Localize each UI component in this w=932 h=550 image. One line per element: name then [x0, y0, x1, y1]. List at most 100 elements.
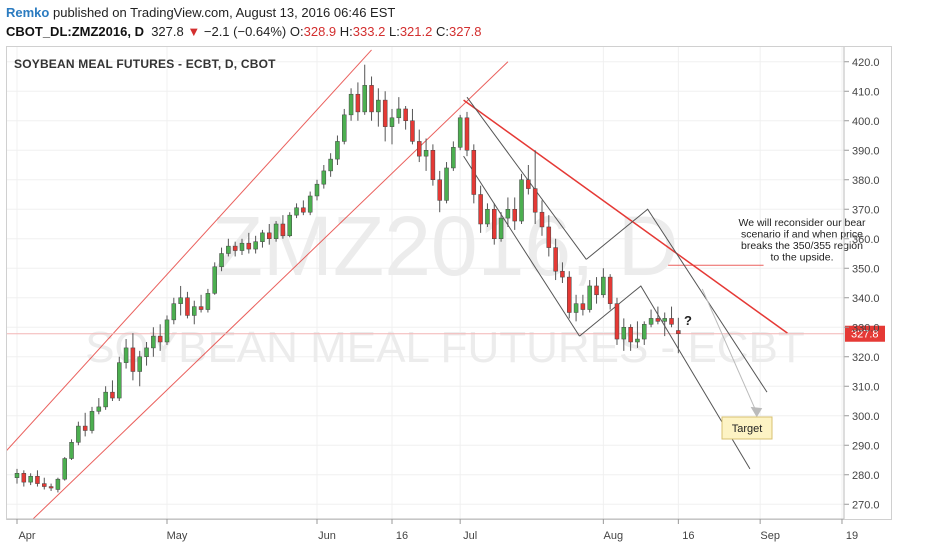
candle-body [526, 179, 531, 189]
candle-body [642, 324, 647, 340]
change-value: −2.1 (−0.64%) [203, 24, 287, 39]
projection-lower-path [579, 285, 751, 470]
candle [301, 200, 306, 216]
x-tick-label: Aug [604, 530, 624, 542]
candle [519, 173, 524, 224]
change-down-icon: ▼ [187, 24, 201, 39]
candle-body [178, 297, 183, 304]
candle [621, 318, 627, 351]
candle [362, 64, 367, 115]
candle [178, 285, 183, 316]
candle [69, 439, 74, 460]
candle-body [485, 209, 490, 225]
candle [492, 203, 497, 245]
candle-body [457, 117, 463, 148]
candle [546, 215, 552, 257]
candle-body [614, 303, 620, 340]
candle-body [82, 425, 88, 431]
candle-body [512, 209, 517, 222]
candle-body [662, 318, 667, 322]
target-box [721, 416, 773, 440]
candle [512, 197, 517, 230]
high-label: H: [339, 24, 353, 39]
candle [451, 141, 456, 171]
x-tick-label: 16 [396, 530, 408, 542]
candle-body [342, 114, 347, 142]
candle-body [48, 486, 54, 489]
x-tick-label: 16 [682, 530, 694, 542]
candle-body [301, 207, 306, 213]
time-axis: Apr May Jun 16 Jul Aug 16 Sep 19 [7, 518, 858, 542]
candle [212, 262, 217, 295]
candle [532, 150, 538, 224]
candle-body [198, 306, 204, 310]
candle-body [14, 473, 20, 478]
x-tick-label: Sep [760, 530, 780, 542]
candle [89, 406, 95, 434]
candle [110, 380, 115, 401]
candle-body [137, 356, 142, 372]
y-tick-label: 300.0 [852, 411, 880, 423]
candle-body [389, 117, 395, 127]
candle [444, 162, 449, 204]
y-tick-label: 410.0 [852, 86, 880, 98]
candle [580, 294, 586, 316]
candle [232, 241, 238, 257]
candle [369, 76, 374, 121]
candle-body [498, 217, 504, 240]
candle [437, 170, 442, 213]
candle-body [396, 108, 402, 119]
down-channel-upper [466, 96, 587, 260]
y-tick-label: 360.0 [852, 234, 880, 246]
candle-body [546, 226, 552, 248]
candle-body [239, 242, 245, 251]
candle-body [628, 327, 633, 343]
candle-body [89, 411, 95, 431]
candle-body [28, 475, 33, 483]
candle-body [96, 406, 102, 412]
y-tick-label: 270.0 [852, 499, 880, 511]
price-axis: 270.0 280.0 290.0 300.0 310.0 320.0 330.0 340.0… [843, 47, 880, 519]
y-tick-label: 330.0 [852, 322, 880, 334]
candle-body [151, 335, 156, 349]
candle [14, 468, 20, 484]
candle-body [110, 391, 115, 399]
candle [192, 300, 197, 325]
candle-body [655, 318, 661, 322]
candle [55, 477, 61, 493]
candle [628, 324, 633, 351]
candle-body [287, 214, 292, 237]
candle-body [35, 475, 40, 484]
candle-body [253, 241, 258, 250]
question-mark: ? [684, 313, 692, 328]
candle [498, 212, 504, 242]
candle [321, 165, 327, 189]
candle [342, 108, 347, 145]
candle-body [267, 232, 272, 240]
candle-body [219, 253, 224, 268]
candle [526, 165, 531, 195]
candle-body [492, 209, 497, 239]
target-label: Target [732, 423, 763, 435]
candle [267, 224, 272, 245]
close-label: C: [435, 24, 449, 39]
y-tick-label: 390.0 [852, 145, 880, 157]
candle-body [21, 473, 27, 483]
candle-body [676, 330, 681, 334]
candle [471, 144, 477, 204]
candle-body [117, 362, 122, 399]
publisher-name[interactable]: Remko [6, 5, 50, 20]
candle [505, 197, 511, 227]
candle [457, 114, 463, 151]
x-tick-label: Apr [18, 530, 35, 542]
drawing-layer [7, 49, 844, 519]
candle-body [376, 99, 381, 113]
candle [601, 268, 606, 298]
symbol-label: CBOT_DL:ZMZ2016, D [6, 24, 144, 39]
candle [635, 321, 640, 348]
candle [21, 470, 27, 487]
candle [62, 457, 67, 481]
low-value: 321.2 [399, 24, 433, 39]
candle-body [280, 223, 286, 237]
